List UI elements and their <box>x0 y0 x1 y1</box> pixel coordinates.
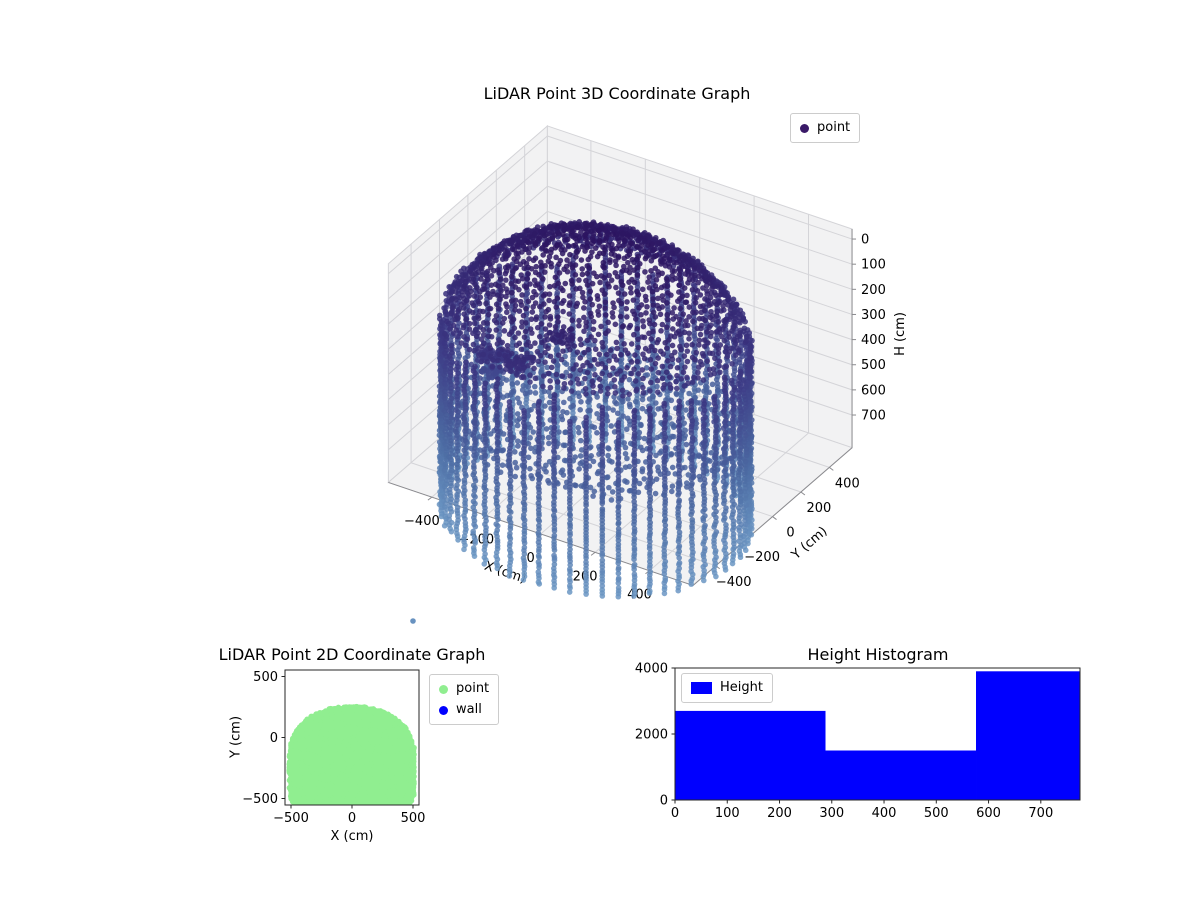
3d-legend: point <box>790 113 861 143</box>
legend-item-point: point <box>800 118 850 138</box>
legend-label-height: Height <box>720 680 763 695</box>
histogram-legend: Height <box>681 673 773 703</box>
3d-chart-title: LiDAR Point 3D Coordinate Graph <box>483 84 751 103</box>
legend-item-point: point <box>439 679 489 699</box>
wall-marker-icon <box>439 705 448 715</box>
legend-item-height: Height <box>691 678 763 698</box>
point-marker-icon <box>439 684 448 694</box>
legend-item-wall: wall <box>439 700 489 720</box>
point-marker-icon <box>800 123 809 133</box>
height-patch-icon <box>691 682 712 694</box>
legend-label-point: point <box>817 120 851 135</box>
2d-legend: point wall <box>429 674 500 725</box>
histogram-title: Height Histogram <box>807 645 949 664</box>
2d-y-axis-label: Y (cm) <box>228 715 244 759</box>
2d-x-axis-label: X (cm) <box>330 829 374 844</box>
legend-label-point: point <box>456 681 490 696</box>
2d-chart-title: LiDAR Point 2D Coordinate Graph <box>218 645 486 664</box>
legend-label-wall: wall <box>456 702 482 717</box>
